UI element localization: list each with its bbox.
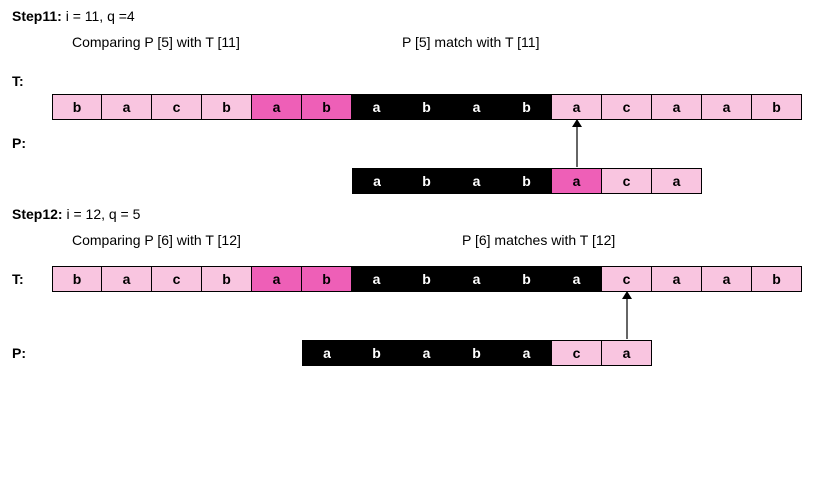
- cell: a: [552, 168, 602, 194]
- cell: a: [602, 340, 652, 366]
- cell: b: [502, 266, 552, 292]
- cell: a: [702, 266, 752, 292]
- cell: a: [452, 94, 502, 120]
- step12-arrow: [627, 292, 628, 340]
- step12-vars: i = 12, q = 5: [63, 206, 141, 222]
- cell: a: [302, 340, 352, 366]
- step11-compare-right: P [5] match with T [11]: [402, 34, 539, 50]
- cell: a: [402, 340, 452, 366]
- step12-arrow-wrap: [52, 292, 822, 340]
- cell: c: [602, 94, 652, 120]
- cell: b: [452, 340, 502, 366]
- step11-T-row: bacbabababacaab: [12, 94, 822, 120]
- step11-T-label: T:: [12, 73, 52, 89]
- step12-compare-left: Comparing P [6] with T [12]: [72, 232, 402, 248]
- cell: a: [352, 266, 402, 292]
- cell: a: [552, 266, 602, 292]
- cell: a: [702, 94, 752, 120]
- cell: b: [402, 168, 452, 194]
- step12-header: Step12: i = 12, q = 5: [12, 206, 822, 222]
- step11-T-label-row: T:: [12, 68, 822, 94]
- step11-compare: Comparing P [5] with T [11] P [5] match …: [72, 34, 822, 50]
- cell: a: [102, 266, 152, 292]
- cell: a: [652, 94, 702, 120]
- cell: b: [402, 266, 452, 292]
- cell: c: [602, 266, 652, 292]
- step11-arrow-wrap: [52, 120, 822, 168]
- cell: c: [152, 266, 202, 292]
- cell: b: [202, 94, 252, 120]
- step11-header: Step11: i = 11, q =4: [12, 8, 822, 24]
- step12-compare-right: P [6] matches with T [12]: [462, 232, 615, 248]
- step12-P-cells: ababaca: [302, 340, 652, 366]
- cell: c: [152, 94, 202, 120]
- step11-P-label: P:: [12, 135, 52, 151]
- cell: a: [102, 94, 152, 120]
- cell: a: [452, 266, 502, 292]
- step11-P-spacer: [52, 168, 352, 194]
- cell: b: [352, 340, 402, 366]
- cell: a: [452, 168, 502, 194]
- step11-arrow: [577, 120, 578, 168]
- step11-T-cells: bacbabababacaab: [52, 94, 802, 120]
- step12-block: Step12: i = 12, q = 5 Comparing P [6] wi…: [12, 206, 822, 366]
- cell: b: [502, 168, 552, 194]
- cell: b: [402, 94, 452, 120]
- step11-compare-left: Comparing P [5] with T [11]: [72, 34, 402, 50]
- step11-P-cells: ababaca: [352, 168, 702, 194]
- step11-vars: i = 11, q =4: [62, 8, 135, 24]
- step12-P-row: P: ababaca: [12, 340, 822, 366]
- step12-T-label: T:: [12, 271, 52, 287]
- cell: b: [752, 266, 802, 292]
- cell: b: [302, 94, 352, 120]
- step12-P-spacer: [52, 340, 302, 366]
- cell: b: [302, 266, 352, 292]
- cell: a: [652, 168, 702, 194]
- cell: c: [602, 168, 652, 194]
- cell: a: [252, 94, 302, 120]
- cell: b: [52, 266, 102, 292]
- step12-title: Step12:: [12, 206, 63, 222]
- step12-compare: Comparing P [6] with T [12] P [6] matche…: [72, 232, 822, 248]
- cell: a: [652, 266, 702, 292]
- cell: b: [202, 266, 252, 292]
- cell: a: [552, 94, 602, 120]
- cell: b: [752, 94, 802, 120]
- cell: a: [502, 340, 552, 366]
- cell: b: [502, 94, 552, 120]
- step12-P-label: P:: [12, 345, 52, 361]
- step12-T-cells: bacbabababacaab: [52, 266, 802, 292]
- cell: a: [252, 266, 302, 292]
- cell: c: [552, 340, 602, 366]
- step12-T-row: T: bacbabababacaab: [12, 266, 822, 292]
- cell: b: [52, 94, 102, 120]
- step11-P-row: ababaca: [12, 168, 822, 194]
- step11-block: Step11: i = 11, q =4 Comparing P [5] wit…: [12, 8, 822, 194]
- cell: a: [352, 168, 402, 194]
- cell: a: [352, 94, 402, 120]
- step11-title: Step11:: [12, 8, 62, 24]
